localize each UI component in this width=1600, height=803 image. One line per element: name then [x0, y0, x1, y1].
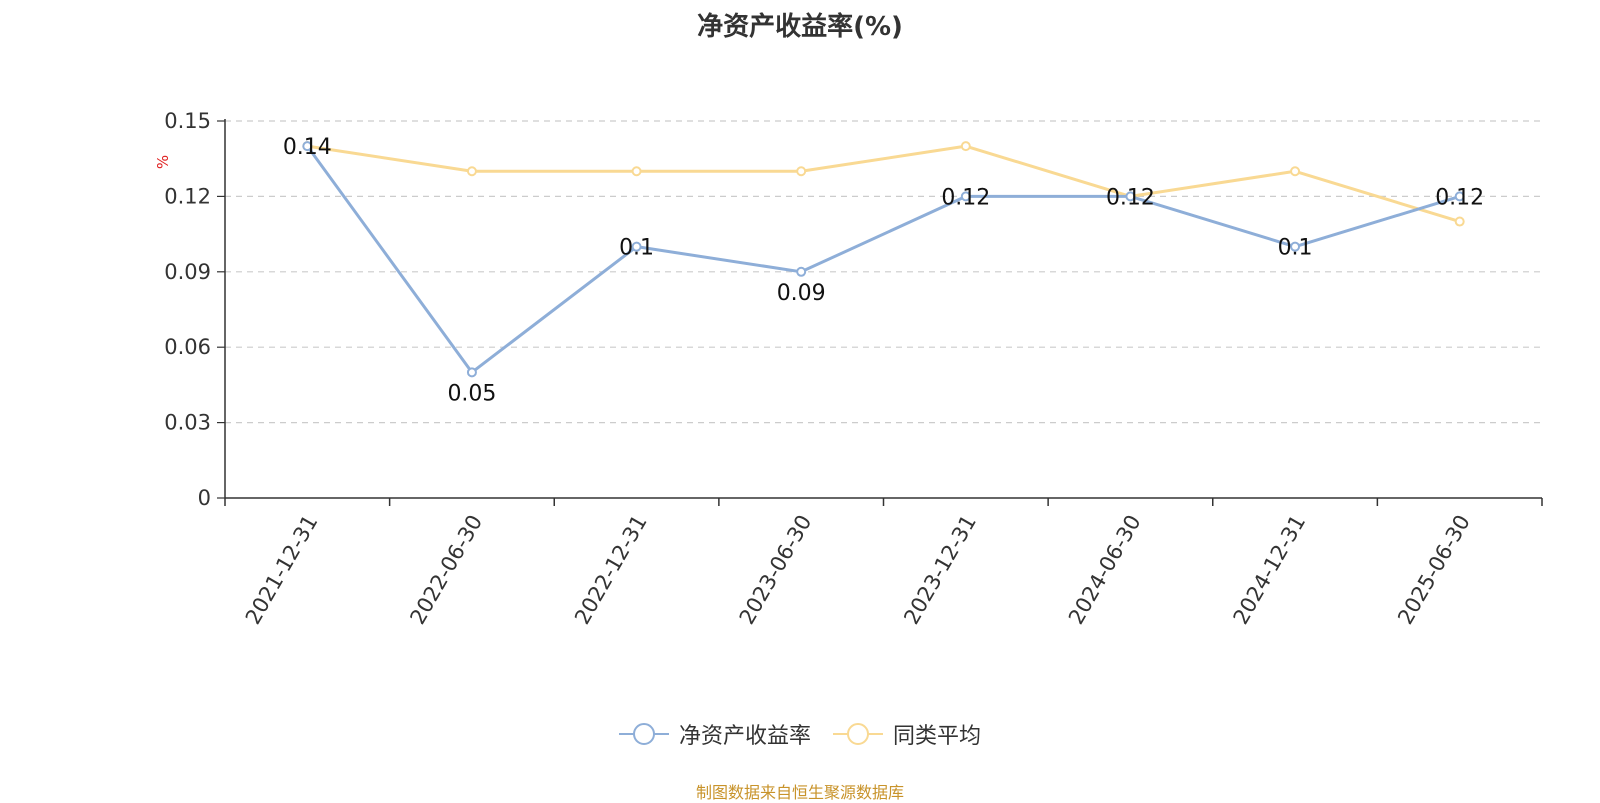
y-tick-label: 0.03 [164, 411, 211, 435]
series-line-0 [306, 145, 1461, 374]
y-tick-label: 0 [198, 486, 211, 510]
legend-circle-icon-roe [618, 723, 669, 745]
data-point [1290, 166, 1301, 177]
data-point [631, 241, 642, 252]
x-tick-label: 2023-06-30 [735, 511, 817, 629]
data-label: 0.05 [447, 381, 496, 406]
data-point [631, 166, 642, 177]
x-tick-label: 2024-12-31 [1228, 511, 1310, 629]
data-point [960, 141, 971, 152]
y-tick-label: 0.06 [164, 335, 211, 359]
y-tick-label: 0.12 [164, 184, 211, 208]
data-point [960, 191, 971, 202]
x-tick-label: 2025-06-30 [1393, 511, 1475, 629]
data-label: 0.09 [777, 281, 826, 306]
legend-label-roe: 净资产收益率 [678, 724, 811, 749]
x-tick-label: 2021-12-31 [241, 511, 323, 629]
y-tick-label: 0.15 [164, 109, 211, 133]
data-point [796, 166, 807, 177]
x-tick-label: 2024-06-30 [1064, 511, 1146, 629]
data-label: 0.12 [1106, 185, 1155, 210]
x-tick-label: 2022-12-31 [570, 511, 652, 629]
data-point [1454, 216, 1465, 227]
data-point [796, 266, 807, 277]
data-point [302, 141, 313, 152]
x-tick-label: 2023-12-31 [899, 511, 981, 629]
legend-label-peer-average: 同类平均 [893, 724, 982, 749]
data-point [1454, 191, 1465, 202]
legend-item-peer-average[interactable]: 同类平均 [833, 718, 981, 750]
data-source-note: 制图数据来自恒生聚源数据库 [695, 783, 904, 802]
data-label: 0.12 [941, 185, 990, 210]
legend-item-roe[interactable]: 净资产收益率 [618, 718, 811, 750]
series-line-1 [307, 144, 1461, 223]
data-label: 0.14 [283, 135, 332, 160]
data-point [1290, 241, 1301, 252]
data-point [1125, 191, 1136, 202]
data-label: 0.1 [1278, 236, 1313, 261]
y-tick-label: 0.09 [164, 260, 211, 284]
chart-legend: 净资产收益率 同类平均 [0, 718, 1600, 750]
data-label: 0.1 [619, 236, 654, 261]
x-tick-label: 2022-06-30 [405, 511, 487, 629]
legend-circle-icon-peer-average [833, 723, 883, 745]
data-point [466, 367, 477, 378]
y-axis-label: % [154, 155, 172, 169]
data-label: 0.12 [1435, 185, 1484, 210]
data-point [466, 166, 477, 177]
chart-title: 净资产收益率(%) [697, 12, 903, 42]
